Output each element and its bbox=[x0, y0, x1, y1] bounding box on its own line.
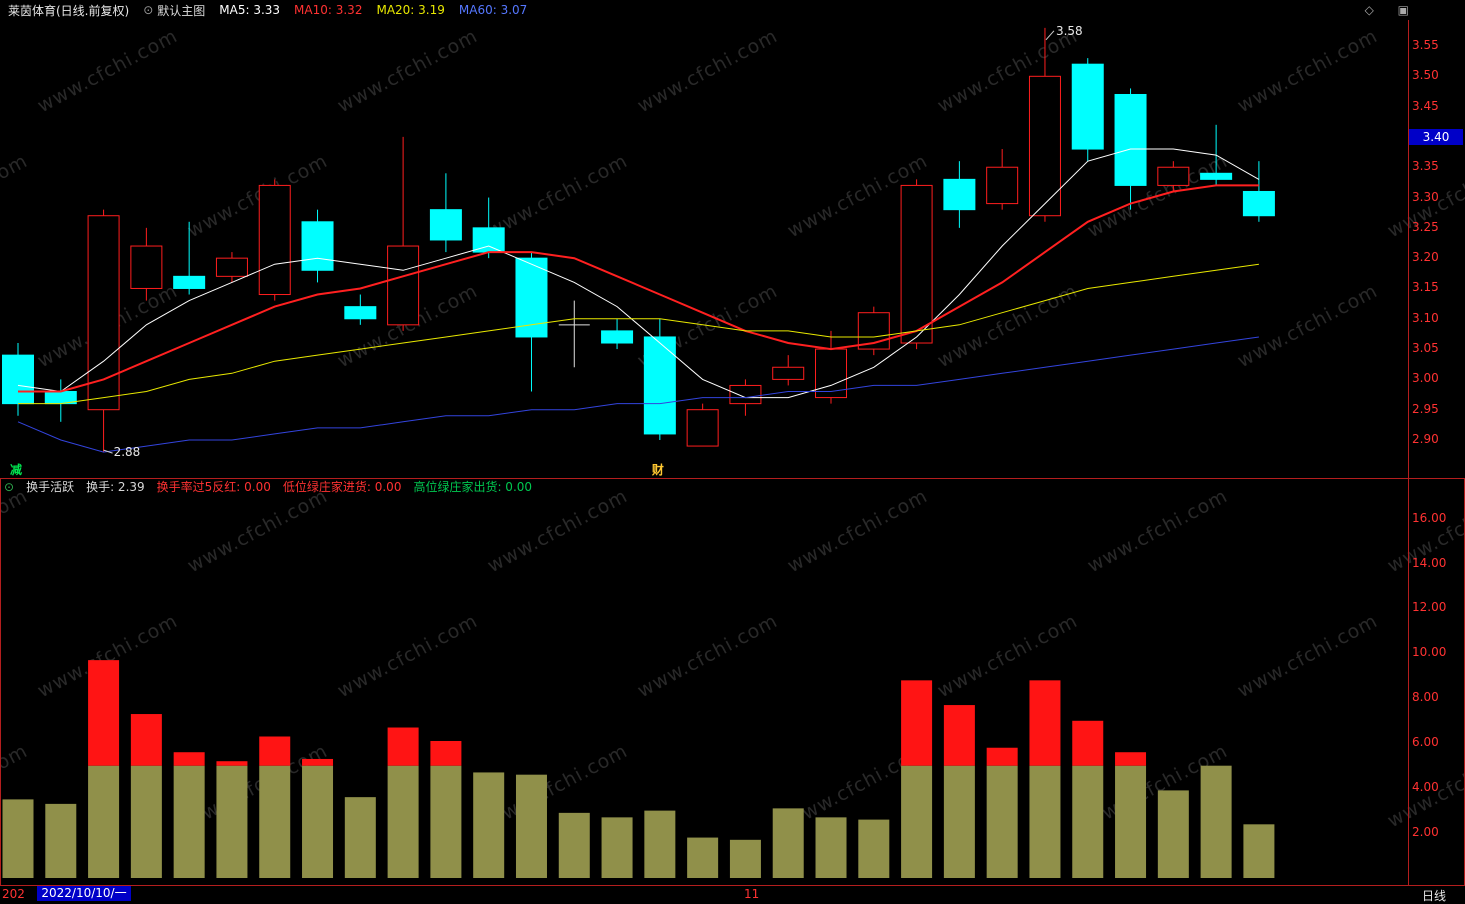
top-info-bar: 莱茵体育(日线.前复权) ⊙ 默认主图 MA5: 3.33 MA10: 3.32… bbox=[0, 0, 1465, 20]
indicator-header: ⊙ 换手活跃 换手: 2.39 换手率过5反红: 0.00 低位绿庄家进货: 0… bbox=[0, 478, 1400, 495]
stock-title: 莱茵体育(日线.前复权) bbox=[8, 3, 130, 18]
indicator-toggle-icon[interactable]: ⊙ bbox=[4, 479, 15, 494]
indicator-name[interactable]: 换手活跃 bbox=[26, 480, 75, 494]
overlay-indicator-label[interactable]: 默认主图 bbox=[157, 3, 206, 18]
diamond-icon[interactable]: ◇ bbox=[1364, 3, 1384, 17]
signal-buy-label: 低位绿庄家进货: 0.00 bbox=[282, 480, 402, 494]
panel-layout-icon[interactable]: ▣ bbox=[1397, 3, 1419, 17]
ma60-value: MA60: 3.07 bbox=[458, 3, 528, 17]
ma20-value: MA20: 3.19 bbox=[376, 3, 445, 17]
date-label-clipped: 202 bbox=[2, 887, 25, 901]
selected-date-box[interactable]: 2022/10/10/一 bbox=[37, 886, 131, 901]
ma10-value: MA10: 3.32 bbox=[294, 3, 363, 17]
overlay-indicator-icon[interactable]: ⊙ bbox=[143, 3, 154, 17]
period-label[interactable]: 日线 bbox=[1422, 889, 1447, 903]
signal-sell-label: 高位绿庄家出货: 0.00 bbox=[413, 480, 533, 494]
date-axis-bar: 202 2022/10/10/一 11 日线 bbox=[0, 886, 1465, 903]
ma5-value: MA5: 3.33 bbox=[219, 3, 281, 17]
turnover-value: 换手: 2.39 bbox=[86, 480, 145, 494]
month-marker: 11 bbox=[744, 887, 760, 901]
signal-red-label: 换手率过5反红: 0.00 bbox=[156, 480, 271, 494]
